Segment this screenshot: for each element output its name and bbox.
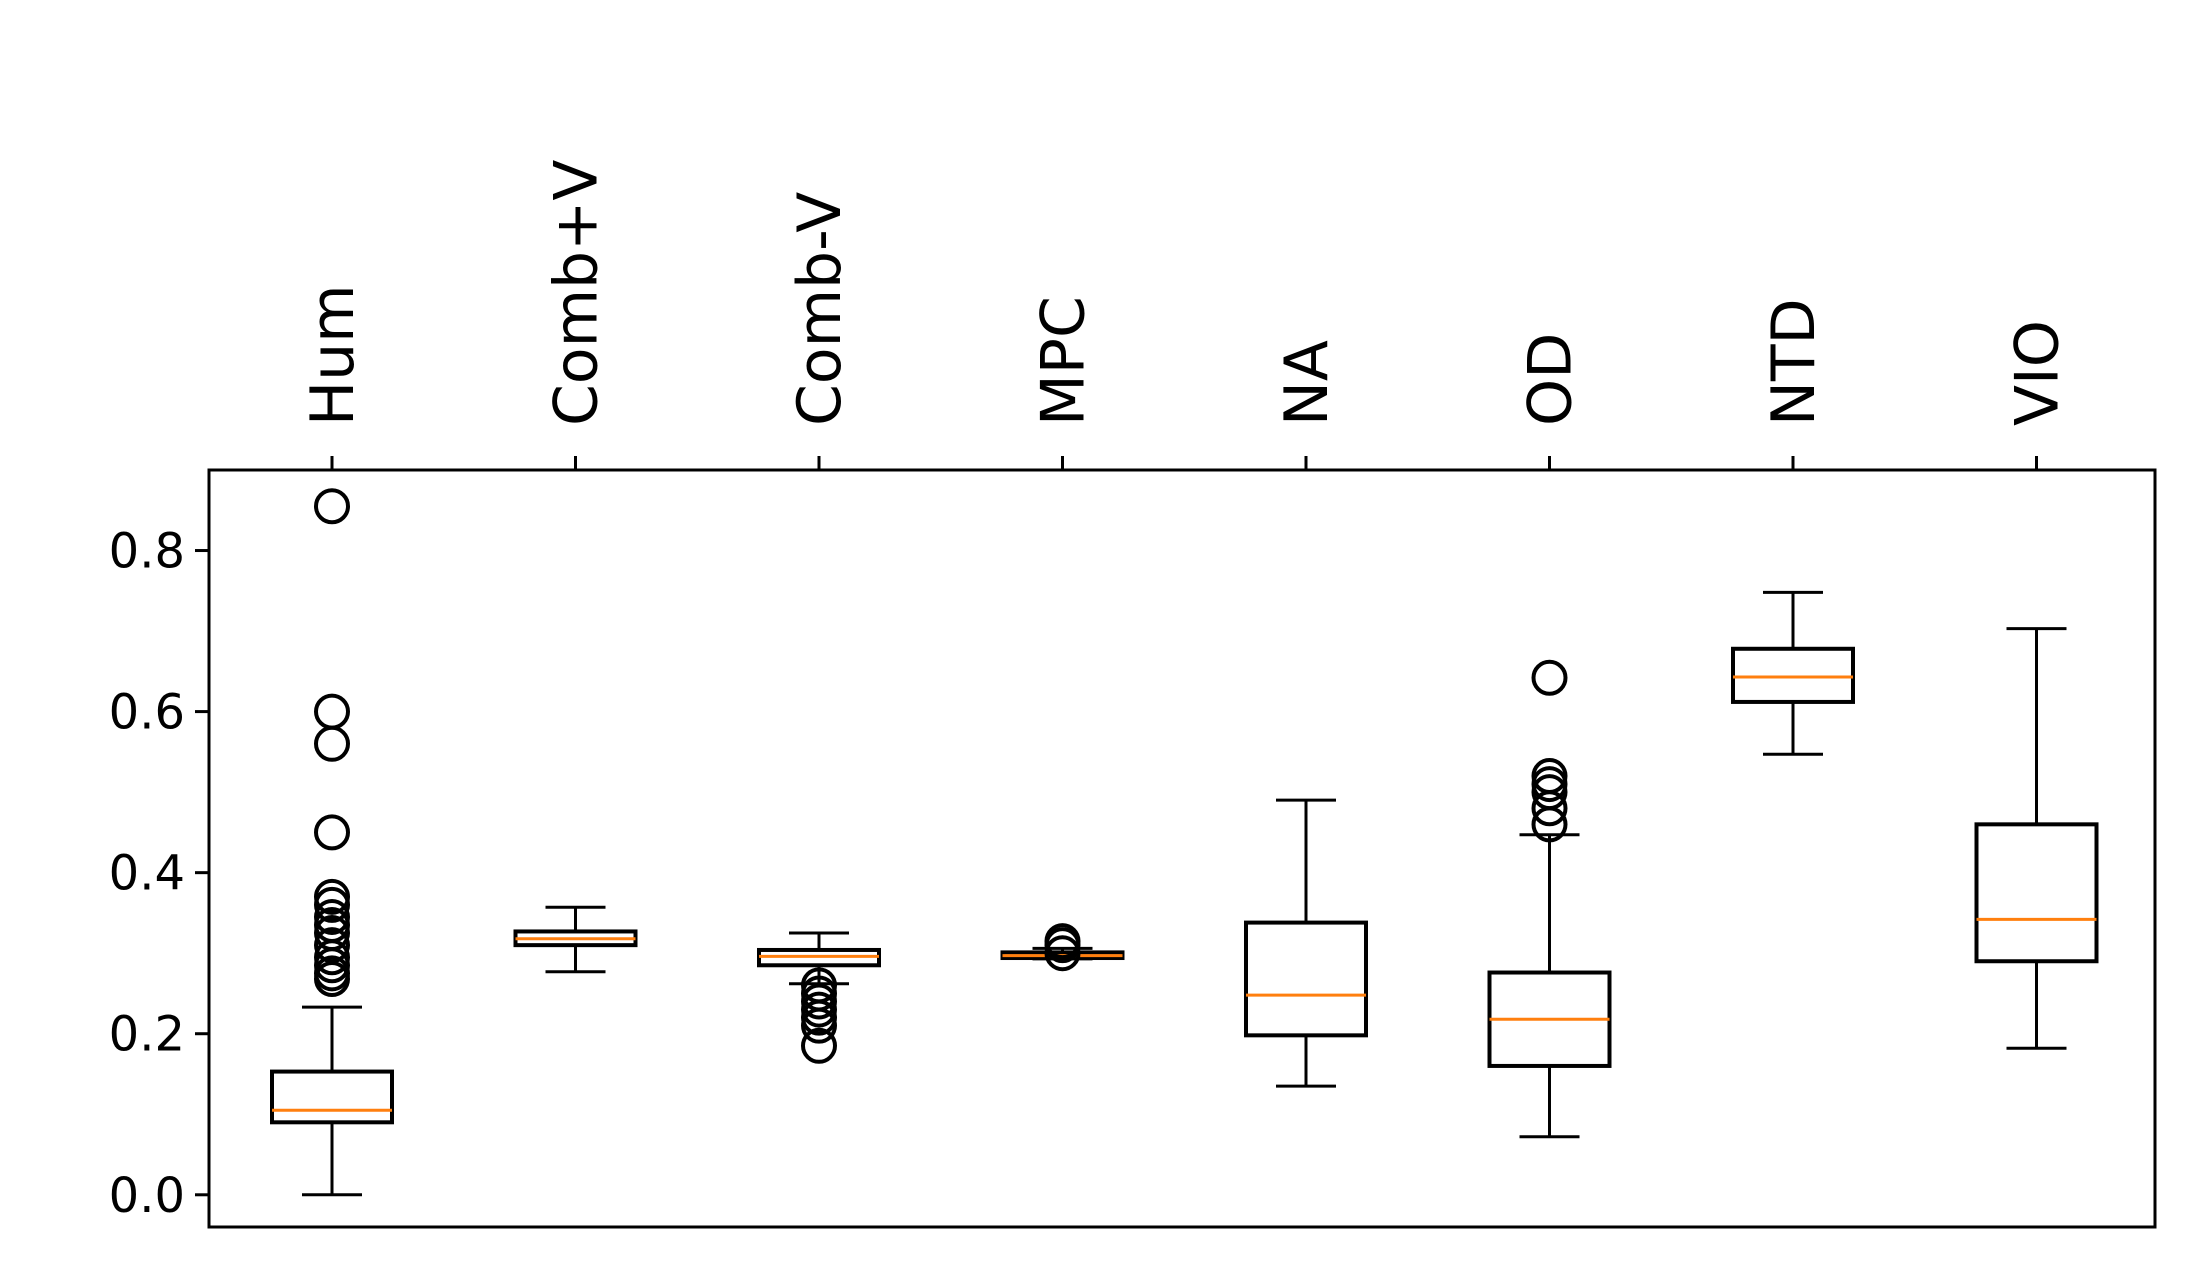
- iqr-box: [1244, 920, 1368, 1038]
- outlier-point: [314, 725, 350, 762]
- outlier-point: [1531, 790, 1568, 827]
- x-tick-label: Comb+V: [542, 160, 612, 426]
- x-axis: Hum Comb+V Comb-V MPC NA OD NTD VIO: [298, 160, 2073, 470]
- plot-frame: [207, 468, 2157, 1229]
- box-group: [1487, 659, 1612, 1139]
- outlier-point: [1531, 806, 1568, 843]
- box-group: [1731, 590, 1855, 756]
- x-tick-label: NTD: [1759, 298, 1829, 426]
- box-group: [513, 905, 638, 974]
- outlier-point: [314, 488, 350, 525]
- y-tick-label: 0.0: [109, 1168, 185, 1224]
- box-group: [757, 931, 881, 1064]
- outlier-point: [314, 960, 350, 997]
- outlier-point: [1531, 659, 1568, 696]
- y-tick-label: 0.8: [109, 524, 185, 580]
- y-tick-label: 0.4: [109, 846, 185, 902]
- iqr-box: [1731, 646, 1855, 704]
- x-tick-label: Comb-V: [785, 192, 855, 426]
- iqr-box: [270, 1069, 394, 1125]
- x-tick-label: OD: [1516, 333, 1586, 426]
- x-tick-label: MPC: [1029, 296, 1099, 426]
- x-tick-label: NA: [1272, 340, 1342, 426]
- box-group: [1000, 923, 1125, 972]
- y-axis: 0.0 0.2 0.4 0.6 0.8: [109, 524, 209, 1224]
- outlier-point: [1044, 935, 1081, 972]
- outlier-point: [314, 814, 350, 851]
- boxes-layer: [270, 488, 2099, 1197]
- box-group: [270, 488, 394, 1197]
- x-tick-label: Hum: [298, 284, 368, 426]
- box-group: [1244, 798, 1368, 1088]
- outlier-point: [801, 1007, 837, 1044]
- box-group: [1974, 627, 2099, 1050]
- x-tick-label: VIO: [2003, 320, 2073, 426]
- outlier-point: [314, 886, 350, 923]
- iqr-box: [1974, 822, 2099, 964]
- y-tick-label: 0.6: [109, 685, 185, 741]
- y-tick-label: 0.2: [109, 1007, 185, 1063]
- outlier-point: [801, 1027, 837, 1064]
